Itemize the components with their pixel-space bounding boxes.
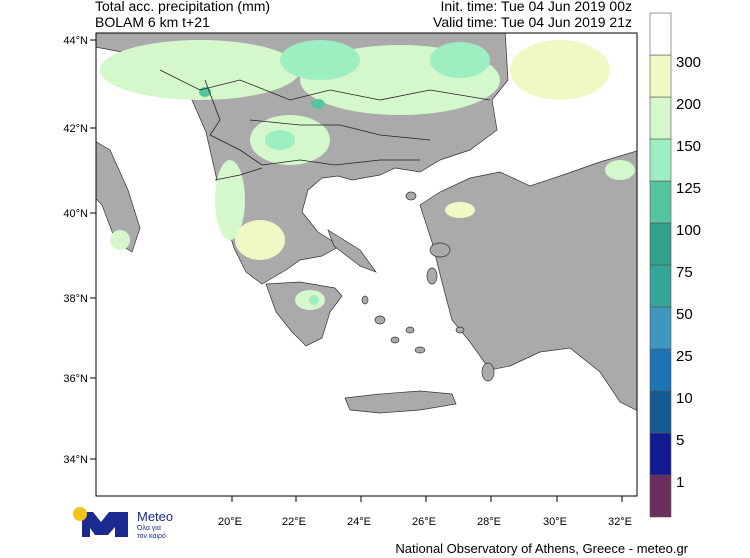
lat-label: 42°N	[63, 123, 88, 135]
lon-label: 22°E	[282, 516, 306, 528]
colorbar-label: 1	[676, 474, 685, 491]
lon-label: 24°E	[347, 516, 371, 528]
lat-label: 34°N	[63, 454, 88, 466]
land-turkey	[419, 150, 637, 411]
colorbar-label: 200	[676, 96, 702, 113]
colorbar-label: 75	[676, 264, 693, 281]
colorbar-segment	[649, 222, 672, 266]
meteo-logo-icon	[73, 507, 128, 537]
land-crete	[344, 390, 457, 414]
colorbar-segment	[649, 432, 672, 476]
logo-tagline-1: Όλα για	[137, 525, 161, 532]
lat-label: 36°N	[63, 373, 88, 385]
colorbar-label: 5	[676, 432, 685, 449]
map-frame	[95, 32, 638, 497]
land-island	[405, 326, 415, 334]
colorbar-segment	[649, 348, 672, 392]
lon-label: 30°E	[543, 516, 567, 528]
colorbar-segment	[649, 306, 672, 350]
land-island	[361, 295, 369, 305]
init-time: Init. time: Tue 04 Jun 2019 00z	[440, 0, 632, 14]
colorbar	[649, 12, 672, 518]
logo-name: Meteo	[137, 509, 174, 524]
lon-label: 20°E	[218, 516, 242, 528]
colorbar-segment	[649, 474, 672, 518]
lat-label: 40°N	[63, 208, 88, 220]
valid-time: Valid time: Tue 04 Jun 2019 21z	[433, 14, 632, 30]
colorbar-label: 25	[676, 348, 693, 365]
lat-label: 44°N	[63, 35, 88, 47]
logo-tagline-2: τον καιρό	[137, 533, 166, 540]
colorbar-segment	[649, 264, 672, 308]
colorbar-segment	[649, 12, 672, 56]
land-island	[414, 346, 426, 354]
lon-label: 26°E	[412, 516, 436, 528]
colorbar-segment	[649, 54, 672, 98]
colorbar-label: 150	[676, 138, 702, 155]
logo-tagline: Όλα για τον καιρό	[137, 525, 166, 541]
colorbar-label: 10	[676, 390, 693, 407]
country-borders	[159, 69, 491, 181]
land-chios	[426, 267, 438, 285]
land-island	[390, 336, 400, 344]
footer-credit: National Observatory of Athens, Greece -…	[395, 541, 688, 556]
precipitation-areas	[100, 40, 635, 310]
lon-label: 28°E	[477, 516, 501, 528]
lat-label: 38°N	[63, 293, 88, 305]
lon-label: 32°E	[608, 516, 632, 528]
land-italy	[96, 141, 141, 253]
colorbar-segment	[649, 96, 672, 140]
colorbar-label: 100	[676, 222, 702, 239]
land-rhodes	[481, 362, 495, 382]
colorbar-segment	[649, 180, 672, 224]
colorbar-label: 50	[676, 306, 693, 323]
colorbar-segment	[649, 390, 672, 434]
colorbar-label: 300	[676, 54, 702, 71]
land-thasos	[405, 191, 417, 201]
model-label: BOLAM 6 km t+21	[95, 14, 210, 30]
land-island	[374, 315, 386, 325]
chart-title: Total acc. precipitation (mm)	[95, 0, 271, 14]
land-euboea	[327, 229, 377, 273]
land-lesvos	[429, 242, 451, 258]
colorbar-label: 125	[676, 180, 702, 197]
colorbar-segment	[649, 138, 672, 182]
land-island	[455, 326, 465, 334]
